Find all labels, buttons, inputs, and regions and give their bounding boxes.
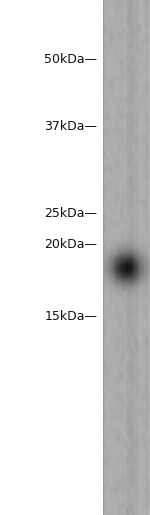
Bar (0, 0, 103, 515)
Bar (103, 0, 150, 515)
Text: 25kDa—: 25kDa— (45, 207, 98, 220)
Text: 37kDa—: 37kDa— (45, 119, 98, 133)
Text: 20kDa—: 20kDa— (45, 238, 98, 251)
Text: 15kDa—: 15kDa— (45, 310, 98, 323)
Text: 50kDa—: 50kDa— (44, 53, 98, 66)
